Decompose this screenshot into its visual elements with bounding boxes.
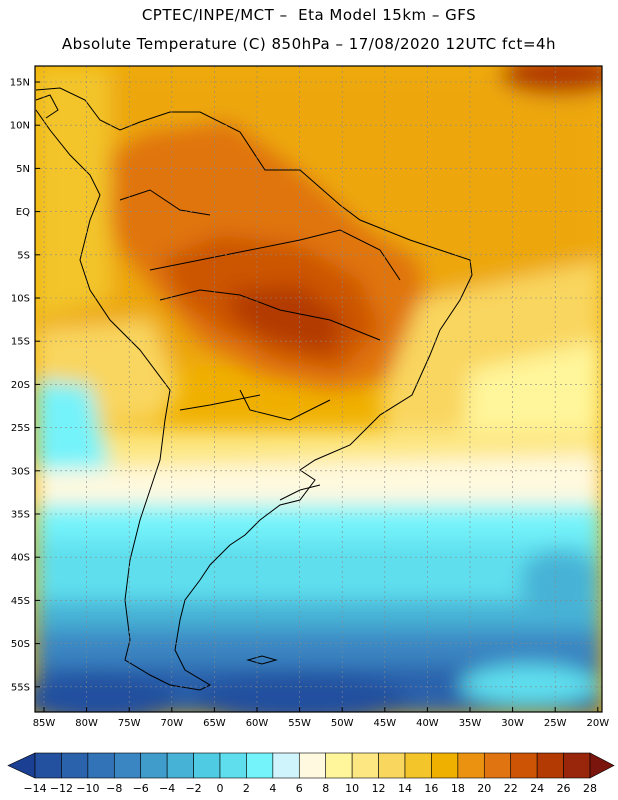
- lon-label: 30W: [501, 718, 524, 729]
- colorbar-tick-label: −12: [50, 782, 73, 795]
- colorbar-segment: [246, 752, 274, 779]
- lat-label: 10N: [10, 121, 30, 132]
- colorbar-segment: [193, 752, 221, 779]
- lon-label: 25W: [544, 718, 567, 729]
- colorbar: [7, 752, 615, 779]
- colorbar-segment: [404, 752, 432, 779]
- colorbar-tick-label: 26: [557, 782, 571, 795]
- lat-label: 55S: [11, 682, 30, 693]
- colorbar-labels: −14 −12 −10 −8 −6 −4 −2 0 2 4 6 8 10 12 14 16 18 20 22 24 26…: [23, 782, 597, 795]
- colorbar-segment: [351, 752, 379, 779]
- colorbar-tick-label: −4: [159, 782, 175, 795]
- colorbar-tick-label: 10: [345, 782, 359, 795]
- chart-subtitle: Absolute Temperature (C) 850hPa – 17/08/…: [61, 35, 557, 53]
- lat-label: 5S: [17, 250, 30, 261]
- longitude-labels: 85W 80W 75W 70W 65W 60W 55W 50W 45W 40W 35W 30W 25W 2…: [33, 707, 609, 729]
- lat-label: 15S: [11, 337, 30, 348]
- lon-label: 65W: [203, 718, 226, 729]
- lat-label: 10S: [11, 294, 30, 305]
- colorbar-tick-label: −10: [76, 782, 99, 795]
- lon-label: 80W: [75, 718, 98, 729]
- colorbar-segment: [34, 752, 62, 779]
- colorbar-arrow-left: [7, 752, 36, 779]
- lon-label: 35W: [459, 718, 482, 729]
- colorbar-segment: [457, 752, 485, 779]
- lat-label: 5N: [16, 164, 30, 175]
- colorbar-tick-label: 12: [372, 782, 386, 795]
- lon-label: 55W: [288, 718, 311, 729]
- lon-label: 60W: [246, 718, 269, 729]
- colorbar-segment: [325, 752, 353, 779]
- colorbar-tick-label: −8: [106, 782, 122, 795]
- lat-label: 45S: [11, 596, 30, 607]
- colorbar-tick-label: 28: [583, 782, 597, 795]
- colorbar-tick-label: 20: [477, 782, 491, 795]
- colorbar-segment: [378, 752, 406, 779]
- colorbar-segment: [536, 752, 564, 779]
- colorbar-tick-label: 2: [243, 782, 250, 795]
- colorbar-segment: [87, 752, 115, 779]
- colorbar-segment: [563, 752, 591, 779]
- lat-label: 40S: [11, 553, 30, 564]
- colorbar-segment: [166, 752, 194, 779]
- colorbar-segment: [272, 752, 300, 779]
- lat-label: 15N: [10, 78, 30, 89]
- lat-label: 35S: [11, 510, 30, 521]
- colorbar-tick-label: −2: [185, 782, 201, 795]
- colorbar-tick-label: 24: [530, 782, 544, 795]
- lon-label: 70W: [160, 718, 183, 729]
- map-frame: [34, 65, 603, 713]
- chart-title: CPTEC/INPE/MCT – Eta Model 15km – GFS: [141, 6, 477, 24]
- lat-label: EQ: [16, 207, 30, 218]
- colorbar-tick-label: 0: [217, 782, 224, 795]
- lat-label: 30S: [11, 466, 30, 477]
- colorbar-tick-label: 22: [504, 782, 518, 795]
- colorbar-segment: [113, 752, 142, 779]
- colorbar-tick-label: 16: [424, 782, 438, 795]
- lat-label: 20S: [11, 380, 30, 391]
- lat-label: 50S: [11, 639, 30, 650]
- colorbar-segment: [219, 752, 247, 779]
- colorbar-segment: [61, 752, 89, 779]
- latitude-labels: 15N 10N 5N EQ 5S 10S 15S 20S 25S 30S 35S 40S 45S 50S 5…: [10, 78, 40, 693]
- colorbar-segment: [298, 752, 327, 779]
- colorbar-tick-label: −6: [133, 782, 149, 795]
- colorbar-tick-label: 8: [322, 782, 329, 795]
- colorbar-tick-label: 14: [398, 782, 412, 795]
- colorbar-tick-label: 6: [296, 782, 303, 795]
- lon-label: 75W: [118, 718, 141, 729]
- colorbar-segment: [510, 752, 538, 779]
- colorbar-tick-label: −14: [23, 782, 46, 795]
- lon-label: 85W: [33, 718, 56, 729]
- lon-label: 40W: [416, 718, 439, 729]
- colorbar-tick-label: 4: [269, 782, 276, 795]
- falkland-islands: [246, 655, 278, 665]
- colorbar-arrow-right: [589, 752, 615, 779]
- colorbar-segment: [140, 752, 168, 779]
- colorbar-segment: [431, 752, 459, 779]
- lon-label: 45W: [373, 718, 396, 729]
- colorbar-tick-label: 18: [451, 782, 465, 795]
- lon-label: 20W: [586, 718, 609, 729]
- lat-label: 25S: [11, 423, 30, 434]
- lon-label: 50W: [331, 718, 354, 729]
- colorbar-segment: [483, 752, 512, 779]
- temperature-field: [35, 66, 602, 712]
